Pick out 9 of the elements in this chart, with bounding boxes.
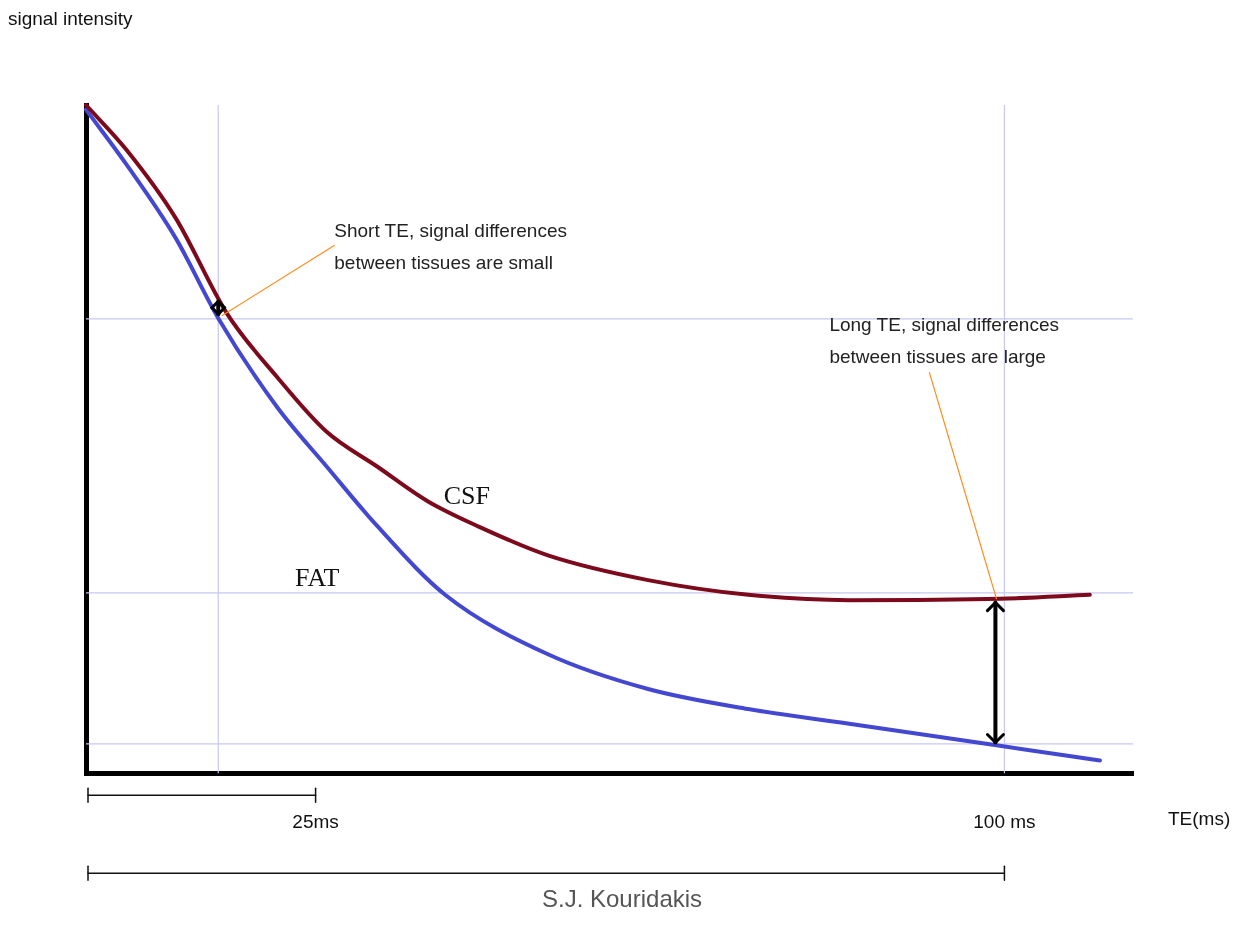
y-axis-title: signal intensity: [8, 8, 133, 30]
text: S.J. Kouridakis: [542, 885, 703, 914]
x-tick-label: 100 ms: [973, 810, 1036, 832]
series-label: CSF: [443, 481, 490, 512]
text: FAT: [295, 562, 340, 593]
x-axis-title: TE(ms): [1168, 808, 1231, 831]
annotation: Short TE, signal differences between tissues are small: [334, 219, 568, 276]
x-tick-label: 25ms: [292, 810, 339, 832]
annotation: Long TE, signal differences between tissues are large: [829, 312, 1060, 369]
